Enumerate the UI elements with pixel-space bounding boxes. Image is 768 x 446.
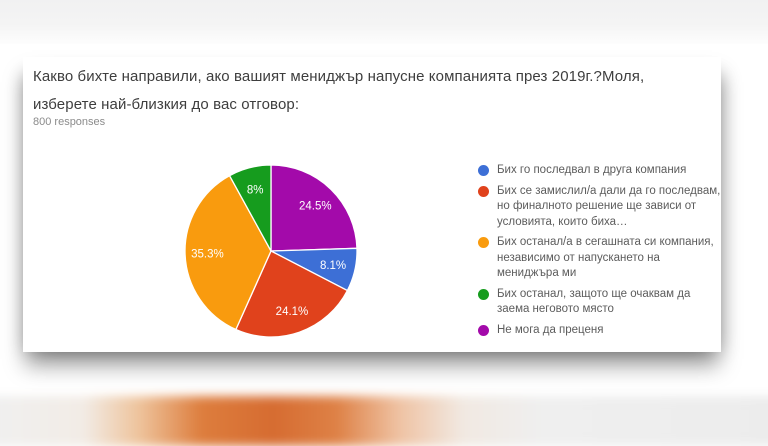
pie-slice[interactable] bbox=[184, 174, 272, 331]
legend-label: Бих го последвал в друга компания bbox=[497, 164, 687, 176]
legend-label: Бих останал, защото ще очаквам да заема … bbox=[497, 287, 691, 316]
legend-dot bbox=[478, 185, 489, 197]
chart-legend: Бих го последвал в друга компания Бих се … bbox=[478, 163, 724, 338]
legend-dot bbox=[478, 237, 489, 248]
legend-item: Бих останал/а в сегашната си компания, н… bbox=[478, 235, 724, 282]
background-bottom-blur bbox=[0, 396, 768, 446]
legend-label: Бих се замислил/а дали да го последвам, … bbox=[497, 184, 721, 228]
pie-slice-label: 8% bbox=[247, 184, 264, 196]
legend-item: Бих останал, защото ще очаквам да заема … bbox=[478, 287, 724, 318]
legend-item: Не мога да преценя bbox=[478, 323, 724, 339]
legend-label: Не мога да преценя bbox=[497, 323, 604, 336]
legend-dot bbox=[478, 324, 489, 336]
form-results-card: Какво бихте направили, ако вашият менидж… bbox=[23, 57, 721, 352]
pie-slice-label: 35.3% bbox=[191, 249, 224, 261]
pie-slice[interactable] bbox=[235, 250, 349, 338]
legend-item: Бих се замислил/а дали да го последвам, … bbox=[478, 184, 724, 231]
pie-slice-label: 8.1% bbox=[320, 260, 346, 272]
legend-item: Бих го последвал в друга компания bbox=[478, 163, 724, 179]
pie-slice[interactable] bbox=[228, 164, 272, 252]
background-top-strip bbox=[0, 0, 768, 44]
legend-dot bbox=[478, 165, 489, 176]
responses-count: 800 responses bbox=[33, 116, 106, 128]
question-title: Какво бихте направили, ако вашият менидж… bbox=[33, 68, 645, 113]
pie-chart: 24.5% 8.1% 24.1% 35.3% 8% bbox=[184, 164, 358, 338]
pie-slice-label: 24.5% bbox=[299, 200, 332, 212]
legend-label: Бих останал/а в сегашната си компания, н… bbox=[497, 236, 714, 279]
legend-dot bbox=[478, 288, 489, 300]
pie-slice[interactable] bbox=[270, 164, 358, 252]
pie-slice-label: 24.1% bbox=[276, 306, 309, 318]
